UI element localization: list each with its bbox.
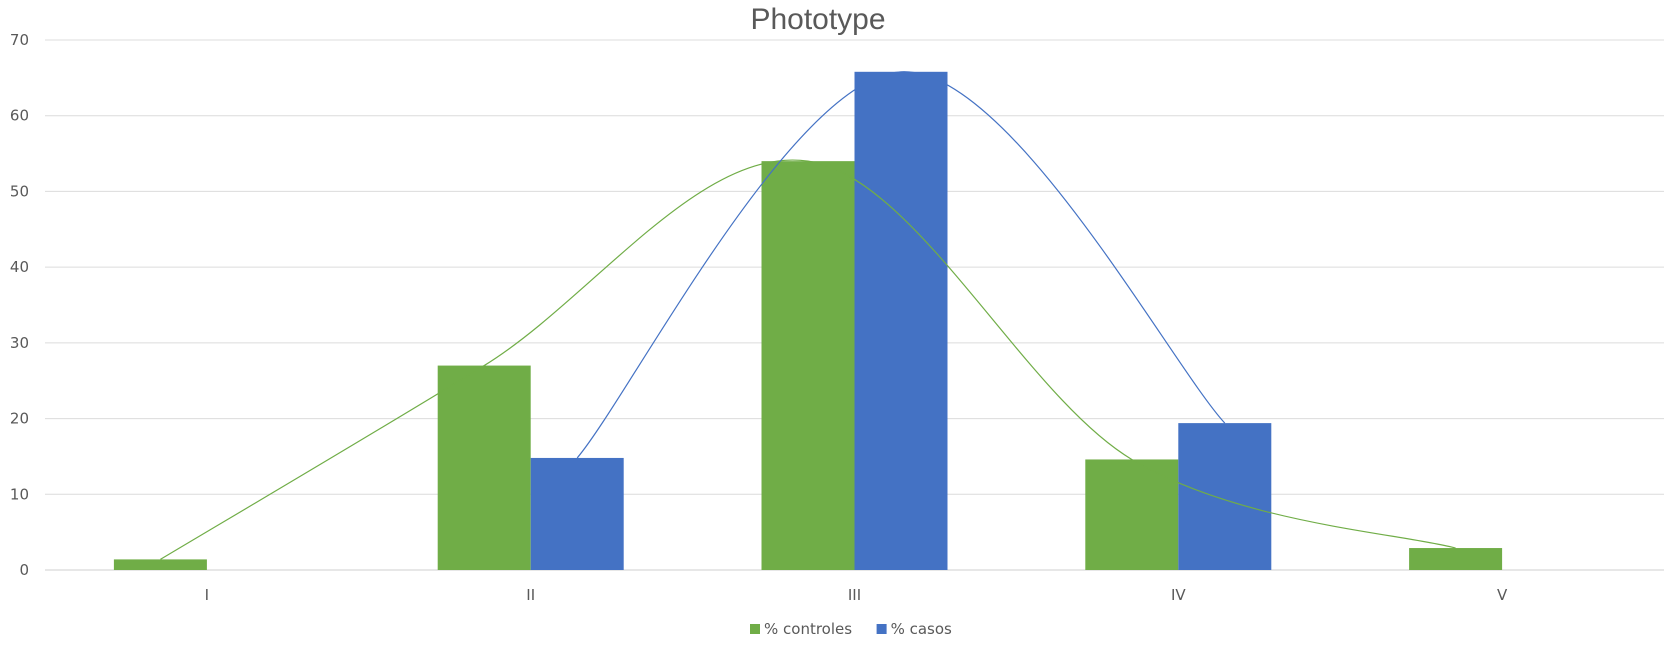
bars bbox=[113, 71, 1503, 571]
y-tick-label: 30 bbox=[10, 334, 29, 352]
x-tick-label: V bbox=[1497, 586, 1508, 604]
bar-casos bbox=[854, 71, 948, 571]
x-tick-label: III bbox=[848, 586, 861, 604]
y-tick-label: 20 bbox=[10, 410, 29, 428]
legend-label: % casos bbox=[891, 620, 952, 638]
x-tick-label: II bbox=[526, 586, 535, 604]
trend-curve-casos bbox=[576, 71, 1226, 459]
legend-label: % controles bbox=[764, 620, 852, 638]
chart-title: Phototype bbox=[750, 3, 885, 36]
y-tick-label: 50 bbox=[10, 182, 29, 200]
bar-controles bbox=[1409, 548, 1503, 570]
legend-swatch bbox=[750, 624, 760, 634]
y-axis-ticks: 0 10 20 30 40 50 60 70 bbox=[10, 31, 29, 579]
x-tick-label: I bbox=[205, 586, 209, 604]
bar-controles bbox=[113, 559, 207, 570]
bar-controles bbox=[1085, 459, 1179, 570]
y-tick-label: 40 bbox=[10, 258, 29, 276]
bar-controles bbox=[761, 161, 855, 570]
x-tick-label: IV bbox=[1171, 586, 1186, 604]
bar-casos bbox=[1178, 423, 1272, 570]
legend: % controles % casos bbox=[750, 620, 952, 638]
y-tick-label: 10 bbox=[10, 485, 29, 503]
legend-swatch bbox=[876, 624, 887, 634]
bar-casos bbox=[530, 457, 624, 570]
y-tick-label: 70 bbox=[10, 31, 29, 49]
x-axis-ticks: I II III IV V bbox=[205, 586, 1508, 604]
bar-controles bbox=[437, 365, 531, 570]
trend-curves bbox=[160, 71, 1456, 560]
y-tick-label: 60 bbox=[10, 107, 29, 125]
trend-curve-controles bbox=[160, 159, 1456, 560]
y-tick-label: 0 bbox=[19, 561, 29, 579]
